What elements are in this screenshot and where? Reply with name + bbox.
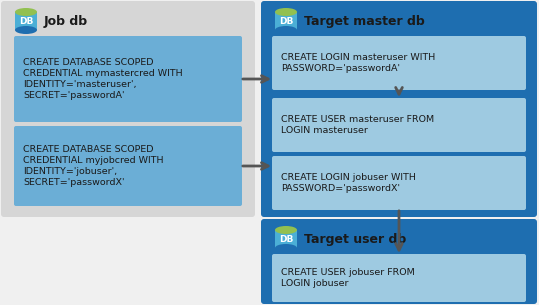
- FancyBboxPatch shape: [1, 1, 255, 217]
- Text: CREATE DATABASE SCOPED
CREDENTIAL myjobcred WITH
IDENTITY='jobuser',
SECRET='pas: CREATE DATABASE SCOPED CREDENTIAL myjobc…: [23, 145, 163, 187]
- FancyBboxPatch shape: [261, 1, 537, 217]
- Ellipse shape: [15, 26, 37, 34]
- Bar: [15, 12, 37, 30]
- Text: CREATE LOGIN masteruser WITH
PASSWORD='passwordA': CREATE LOGIN masteruser WITH PASSWORD='p…: [281, 53, 436, 73]
- FancyBboxPatch shape: [14, 36, 242, 122]
- Text: CREATE DATABASE SCOPED
CREDENTIAL mymastercred WITH
IDENTITY='masteruser',
SECRE: CREATE DATABASE SCOPED CREDENTIAL mymast…: [23, 58, 183, 100]
- Text: CREATE USER masteruser FROM
LOGIN masteruser: CREATE USER masteruser FROM LOGIN master…: [281, 115, 434, 135]
- Ellipse shape: [275, 226, 297, 234]
- Text: CREATE LOGIN jobuser WITH
PASSWORD='passwordX': CREATE LOGIN jobuser WITH PASSWORD='pass…: [281, 173, 416, 193]
- Text: DB: DB: [19, 16, 33, 26]
- Ellipse shape: [15, 8, 37, 16]
- Text: CREATE USER jobuser FROM
LOGIN jobuser: CREATE USER jobuser FROM LOGIN jobuser: [281, 268, 414, 288]
- Text: Job db: Job db: [44, 15, 88, 27]
- FancyBboxPatch shape: [272, 98, 526, 152]
- FancyBboxPatch shape: [272, 36, 526, 90]
- Bar: [275, 230, 297, 248]
- Text: DB: DB: [279, 235, 293, 243]
- FancyBboxPatch shape: [14, 126, 242, 206]
- Text: Target user db: Target user db: [304, 232, 406, 246]
- FancyBboxPatch shape: [272, 254, 526, 302]
- Ellipse shape: [275, 8, 297, 16]
- FancyBboxPatch shape: [272, 156, 526, 210]
- Ellipse shape: [275, 26, 297, 34]
- Text: DB: DB: [279, 16, 293, 26]
- FancyBboxPatch shape: [261, 219, 537, 304]
- Ellipse shape: [275, 244, 297, 252]
- Text: Target master db: Target master db: [304, 15, 425, 27]
- Bar: [275, 12, 297, 30]
